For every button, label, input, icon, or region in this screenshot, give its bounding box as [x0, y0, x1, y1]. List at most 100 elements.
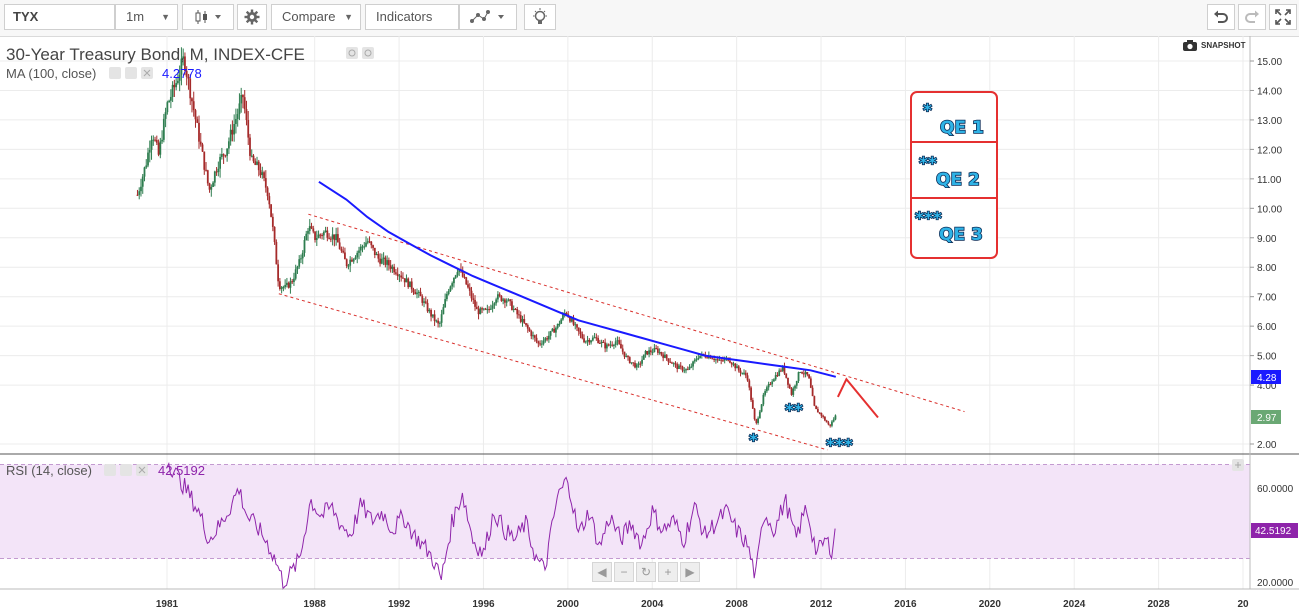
candle-body [284, 284, 287, 288]
candle-body [762, 394, 765, 405]
candle-body [331, 234, 334, 239]
rsi-value-badge: 42.5192 [1251, 523, 1298, 538]
indicators-button[interactable]: Indicators [365, 4, 459, 30]
drawing-tools-button[interactable] [459, 4, 517, 30]
candle-body [212, 182, 214, 188]
candle-body [642, 354, 645, 360]
candle-body [816, 409, 819, 413]
candle-body [525, 323, 527, 326]
qe2-star: ** [919, 154, 937, 174]
candle-body [199, 141, 202, 145]
price-tick-label: 6.00 [1257, 322, 1277, 333]
interval-select[interactable]: 1m ▼ [115, 4, 178, 30]
candle-body [405, 278, 408, 283]
candle-body [649, 350, 652, 353]
candle-body [187, 77, 190, 79]
candle-body [496, 294, 499, 300]
reset-button[interactable]: ↻ [636, 562, 656, 582]
candle-body [317, 234, 320, 239]
qe3-label: QE 3 [939, 225, 983, 245]
time-axis[interactable]: 1981 1988 1992 1996 2000 2004 2008 2012 2016 2020… [156, 599, 1249, 610]
candle-body [577, 327, 580, 332]
candle-body [171, 84, 174, 97]
fullscreen-button[interactable] [1269, 4, 1297, 30]
candle-body [384, 257, 387, 265]
candle-body [210, 187, 213, 190]
candle-body [690, 366, 693, 368]
candle-body [391, 266, 394, 269]
compare-button[interactable]: Compare ▼ [271, 4, 361, 30]
candle-body [168, 100, 171, 103]
candle-body [744, 372, 747, 376]
candle-body [454, 275, 457, 278]
rsi-axis[interactable]: 60.0000 20.0000 [1257, 484, 1294, 589]
candle-body [630, 362, 633, 364]
settings-button[interactable] [237, 4, 267, 30]
candle-body [407, 278, 410, 288]
candle-body [470, 290, 473, 299]
candle-body [249, 137, 251, 156]
candle-body [505, 300, 508, 303]
price-tick-label: 14.00 [1257, 86, 1282, 97]
candle-body [393, 266, 396, 273]
scroll-right-button[interactable]: ▶ [680, 562, 700, 582]
candle-body [344, 252, 346, 260]
candle-body [417, 291, 420, 293]
zoom-in-button[interactable]: + [658, 562, 678, 582]
candle-body [147, 152, 149, 166]
zoom-out-button[interactable]: − [614, 562, 634, 582]
symbol-input[interactable]: TYX [4, 4, 115, 30]
candle-body [551, 328, 554, 332]
candle-body [528, 328, 531, 332]
candle-body [526, 325, 529, 329]
candle-body [806, 372, 809, 375]
candle-body [154, 139, 156, 141]
candle-body [370, 241, 373, 246]
candle-body [729, 360, 731, 363]
candle-body [532, 335, 534, 337]
candle-body [824, 416, 826, 421]
candle-body [658, 352, 661, 354]
candle-body [584, 341, 587, 343]
candle-body [356, 252, 359, 258]
candle-body [720, 359, 723, 361]
ma-price-badge: 4.28 [1251, 370, 1281, 384]
ideas-button[interactable] [524, 4, 556, 30]
ma-legend-icons[interactable] [109, 67, 153, 79]
rsi-legend-icons[interactable] [104, 464, 148, 476]
candle-body [553, 328, 556, 333]
candle-body [426, 302, 429, 312]
candle-body [416, 292, 418, 295]
chart-style-button[interactable] [182, 4, 234, 30]
candle-body [377, 254, 380, 259]
candle-body [537, 341, 540, 344]
candle-body [184, 56, 186, 71]
candle-body [141, 176, 144, 187]
candle-body [259, 170, 262, 176]
candle-body [431, 314, 434, 317]
rsi-band [0, 464, 1250, 559]
snapshot-button[interactable]: SNAPSHOT [1183, 40, 1245, 51]
candle-body [438, 322, 441, 324]
candle-body [296, 266, 299, 270]
candle-body [366, 241, 369, 243]
candle-body [189, 78, 192, 99]
candle-body [716, 359, 719, 361]
price-tick-label: 12.00 [1257, 145, 1282, 156]
ma-legend-value: 4.2778 [162, 66, 202, 81]
candle-body [598, 342, 601, 344]
scroll-left-button[interactable]: ◀ [592, 562, 612, 582]
candle-body [540, 343, 543, 345]
candle-body [453, 277, 455, 284]
candle-body [161, 139, 163, 142]
candle-body [646, 350, 649, 355]
candle-body [771, 381, 774, 385]
title-settings-icons[interactable] [346, 47, 374, 59]
time-tick-label: 1996 [472, 599, 495, 610]
qe-legend-box: * QE 1 ** QE 2 *** QE 3 [910, 91, 998, 259]
chart-canvas[interactable]: 15.00 14.00 13.00 12.00 11.00 10.00 9.00 8.00 7.… [0, 36, 1299, 610]
undo-button[interactable] [1207, 4, 1235, 30]
redo-button[interactable] [1238, 4, 1266, 30]
candle-body [421, 296, 424, 303]
price-axis[interactable]: 15.00 14.00 13.00 12.00 11.00 10.00 9.00 8.00 7.… [1250, 57, 1282, 451]
